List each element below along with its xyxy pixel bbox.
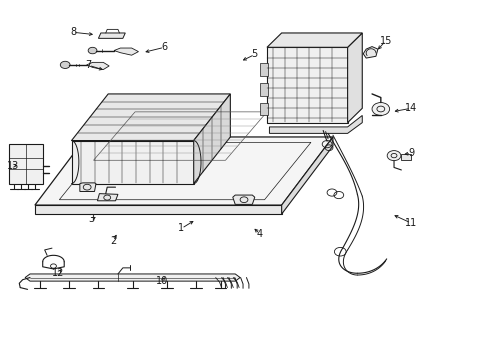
Polygon shape bbox=[35, 205, 282, 214]
Polygon shape bbox=[80, 183, 96, 192]
Bar bbox=[260, 83, 269, 96]
Text: 14: 14 bbox=[405, 103, 417, 113]
Polygon shape bbox=[25, 274, 240, 281]
Bar bbox=[260, 103, 269, 116]
Text: 11: 11 bbox=[405, 218, 417, 228]
Polygon shape bbox=[114, 48, 139, 55]
Polygon shape bbox=[233, 195, 255, 204]
Text: 8: 8 bbox=[70, 27, 76, 37]
Polygon shape bbox=[87, 62, 109, 69]
Text: 10: 10 bbox=[156, 276, 168, 286]
Text: 3: 3 bbox=[88, 215, 94, 224]
Bar bbox=[260, 63, 269, 76]
Bar bbox=[401, 154, 411, 160]
Text: 12: 12 bbox=[52, 268, 65, 278]
Text: 13: 13 bbox=[7, 161, 19, 171]
Polygon shape bbox=[98, 33, 125, 39]
Text: 4: 4 bbox=[257, 229, 263, 239]
Polygon shape bbox=[194, 94, 230, 184]
Text: 6: 6 bbox=[161, 42, 168, 52]
Text: 9: 9 bbox=[408, 148, 414, 158]
Circle shape bbox=[387, 150, 401, 161]
Polygon shape bbox=[98, 194, 118, 201]
Polygon shape bbox=[347, 33, 362, 123]
Bar bbox=[9, 144, 43, 184]
Circle shape bbox=[60, 61, 70, 68]
Text: 7: 7 bbox=[86, 60, 92, 70]
Polygon shape bbox=[267, 33, 362, 47]
Polygon shape bbox=[270, 116, 362, 134]
Polygon shape bbox=[267, 47, 347, 123]
Text: 1: 1 bbox=[178, 224, 185, 233]
Polygon shape bbox=[282, 137, 333, 214]
Text: 5: 5 bbox=[252, 49, 258, 59]
Polygon shape bbox=[72, 94, 230, 140]
Text: 15: 15 bbox=[380, 36, 392, 46]
Polygon shape bbox=[72, 140, 194, 184]
Circle shape bbox=[88, 47, 97, 54]
Polygon shape bbox=[35, 137, 333, 205]
Circle shape bbox=[372, 103, 390, 116]
Polygon shape bbox=[363, 46, 378, 58]
Text: 2: 2 bbox=[110, 236, 116, 246]
